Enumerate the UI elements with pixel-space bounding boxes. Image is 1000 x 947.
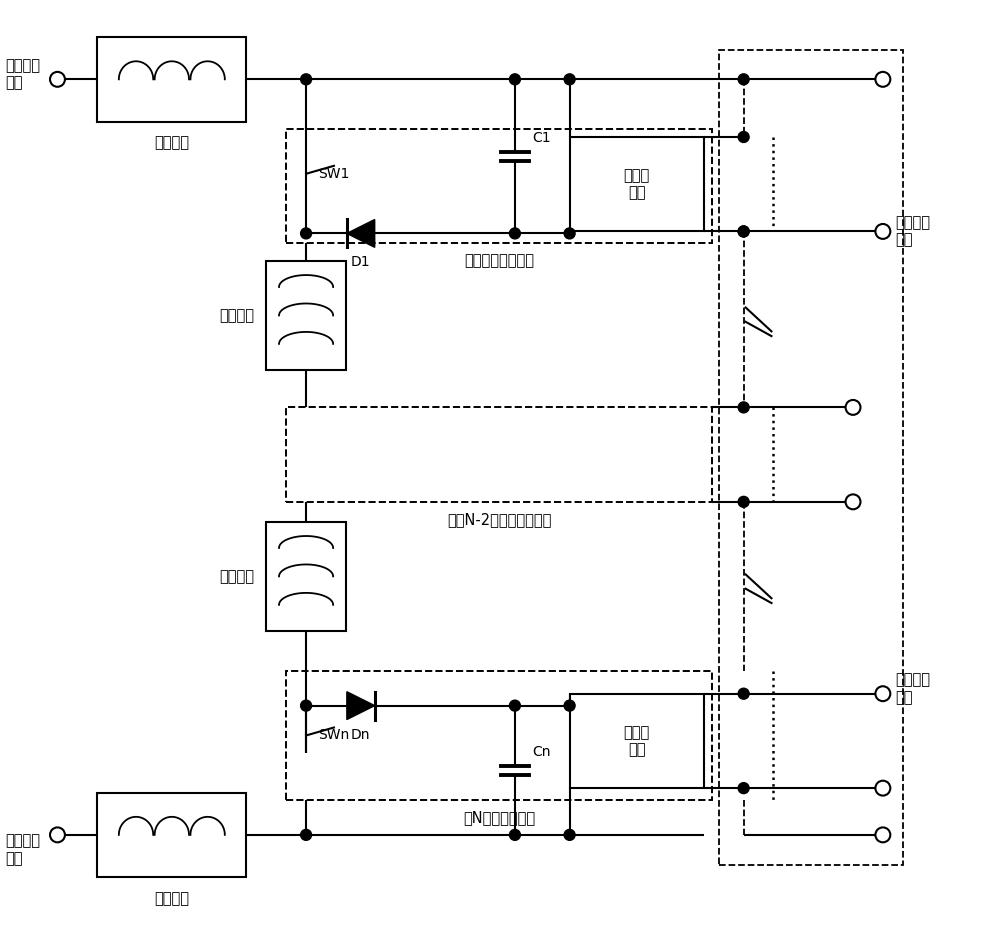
Text: 电感单元: 电感单元 (154, 135, 189, 151)
Circle shape (875, 687, 890, 701)
Circle shape (564, 700, 575, 711)
Circle shape (738, 226, 749, 237)
Text: 电路输出
正端: 电路输出 正端 (895, 215, 930, 247)
Text: Dn: Dn (351, 727, 371, 742)
Bar (286, 129, 712, 243)
Circle shape (301, 228, 312, 239)
Text: 第一单元变换电路: 第一单元变换电路 (464, 253, 534, 268)
Bar (97, 37, 246, 121)
Circle shape (738, 782, 749, 794)
Text: Cn: Cn (532, 745, 550, 759)
Bar (286, 407, 712, 502)
Bar (286, 670, 712, 800)
Circle shape (738, 226, 749, 237)
Circle shape (846, 494, 860, 509)
Bar (570, 137, 704, 231)
Circle shape (301, 74, 312, 85)
Circle shape (564, 228, 575, 239)
Circle shape (564, 830, 575, 840)
Circle shape (738, 132, 749, 142)
Text: 子变换
电路: 子变换 电路 (624, 724, 650, 757)
Circle shape (846, 400, 860, 415)
Circle shape (738, 74, 749, 85)
Text: 中间N-2个单元变换电路: 中间N-2个单元变换电路 (447, 511, 551, 527)
Circle shape (50, 828, 65, 842)
Bar (266, 260, 346, 370)
Text: SW1: SW1 (318, 167, 349, 181)
Circle shape (509, 228, 520, 239)
Text: 电路输入
正端: 电路输入 正端 (5, 58, 40, 91)
Circle shape (509, 74, 520, 85)
Circle shape (738, 496, 749, 508)
Text: C1: C1 (532, 132, 550, 146)
Polygon shape (347, 220, 375, 247)
Bar (266, 522, 346, 631)
Polygon shape (347, 691, 375, 720)
Circle shape (875, 780, 890, 795)
Circle shape (301, 830, 312, 840)
Bar (97, 793, 246, 877)
Circle shape (875, 224, 890, 239)
Text: 第N单元变换电路: 第N单元变换电路 (463, 810, 535, 825)
Circle shape (50, 72, 65, 87)
Circle shape (738, 688, 749, 699)
Text: 电感单元: 电感单元 (219, 308, 254, 323)
Circle shape (738, 402, 749, 413)
Text: 子变换
电路: 子变换 电路 (624, 168, 650, 201)
Text: 电感单元: 电感单元 (219, 569, 254, 584)
Text: D1: D1 (351, 256, 371, 269)
Bar (719, 49, 903, 865)
Circle shape (509, 700, 520, 711)
Circle shape (875, 72, 890, 87)
Circle shape (564, 74, 575, 85)
Text: SWn: SWn (318, 728, 349, 742)
Circle shape (509, 830, 520, 840)
Circle shape (301, 700, 312, 711)
Text: 电感单元: 电感单元 (154, 891, 189, 906)
Text: 电路输出
负端: 电路输出 负端 (895, 672, 930, 705)
Circle shape (875, 828, 890, 842)
Bar (570, 694, 704, 788)
Text: 电路输入
负端: 电路输入 负端 (5, 833, 40, 866)
